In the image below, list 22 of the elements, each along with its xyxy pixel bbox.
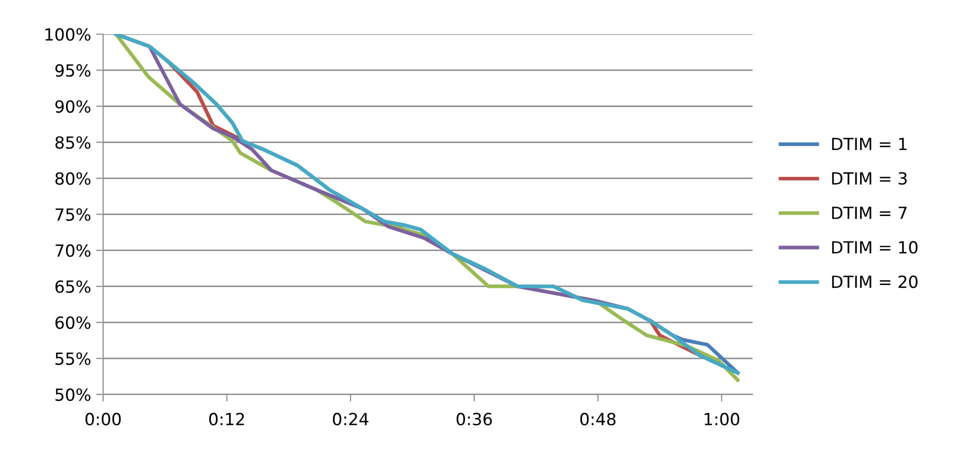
y-tick-label: 85% xyxy=(55,136,90,149)
y-tick-label: 100% xyxy=(46,28,90,41)
y-tick-label: 80% xyxy=(55,172,90,185)
x-tick-label: 0:48 xyxy=(580,412,616,426)
x-tick-label: 1:00 xyxy=(704,412,740,426)
y-tick-label: 65% xyxy=(55,280,90,293)
x-tick-label: 0:24 xyxy=(332,412,368,426)
y-tick-label: 50% xyxy=(56,388,90,402)
x-tick-label: 0:00 xyxy=(86,412,121,426)
legend-label: DTIM = 3 xyxy=(832,172,907,185)
y-tick-label: 90% xyxy=(55,100,90,113)
y-tick-label: 75% xyxy=(56,208,90,221)
x-tick-label: 0:12 xyxy=(209,412,244,426)
legend-label: DTIM = 20 xyxy=(832,275,918,288)
y-tick-label: 95% xyxy=(55,64,90,77)
legend-label: DTIM = 7 xyxy=(832,206,907,219)
y-tick-label: 55% xyxy=(56,352,90,365)
x-tick-label: 0:36 xyxy=(456,412,492,426)
y-tick-label: 60% xyxy=(55,316,90,329)
y-tick-label: 70% xyxy=(56,244,90,257)
legend-label: DTIM = 1 xyxy=(832,138,906,150)
legend-label: DTIM = 10 xyxy=(832,241,918,254)
